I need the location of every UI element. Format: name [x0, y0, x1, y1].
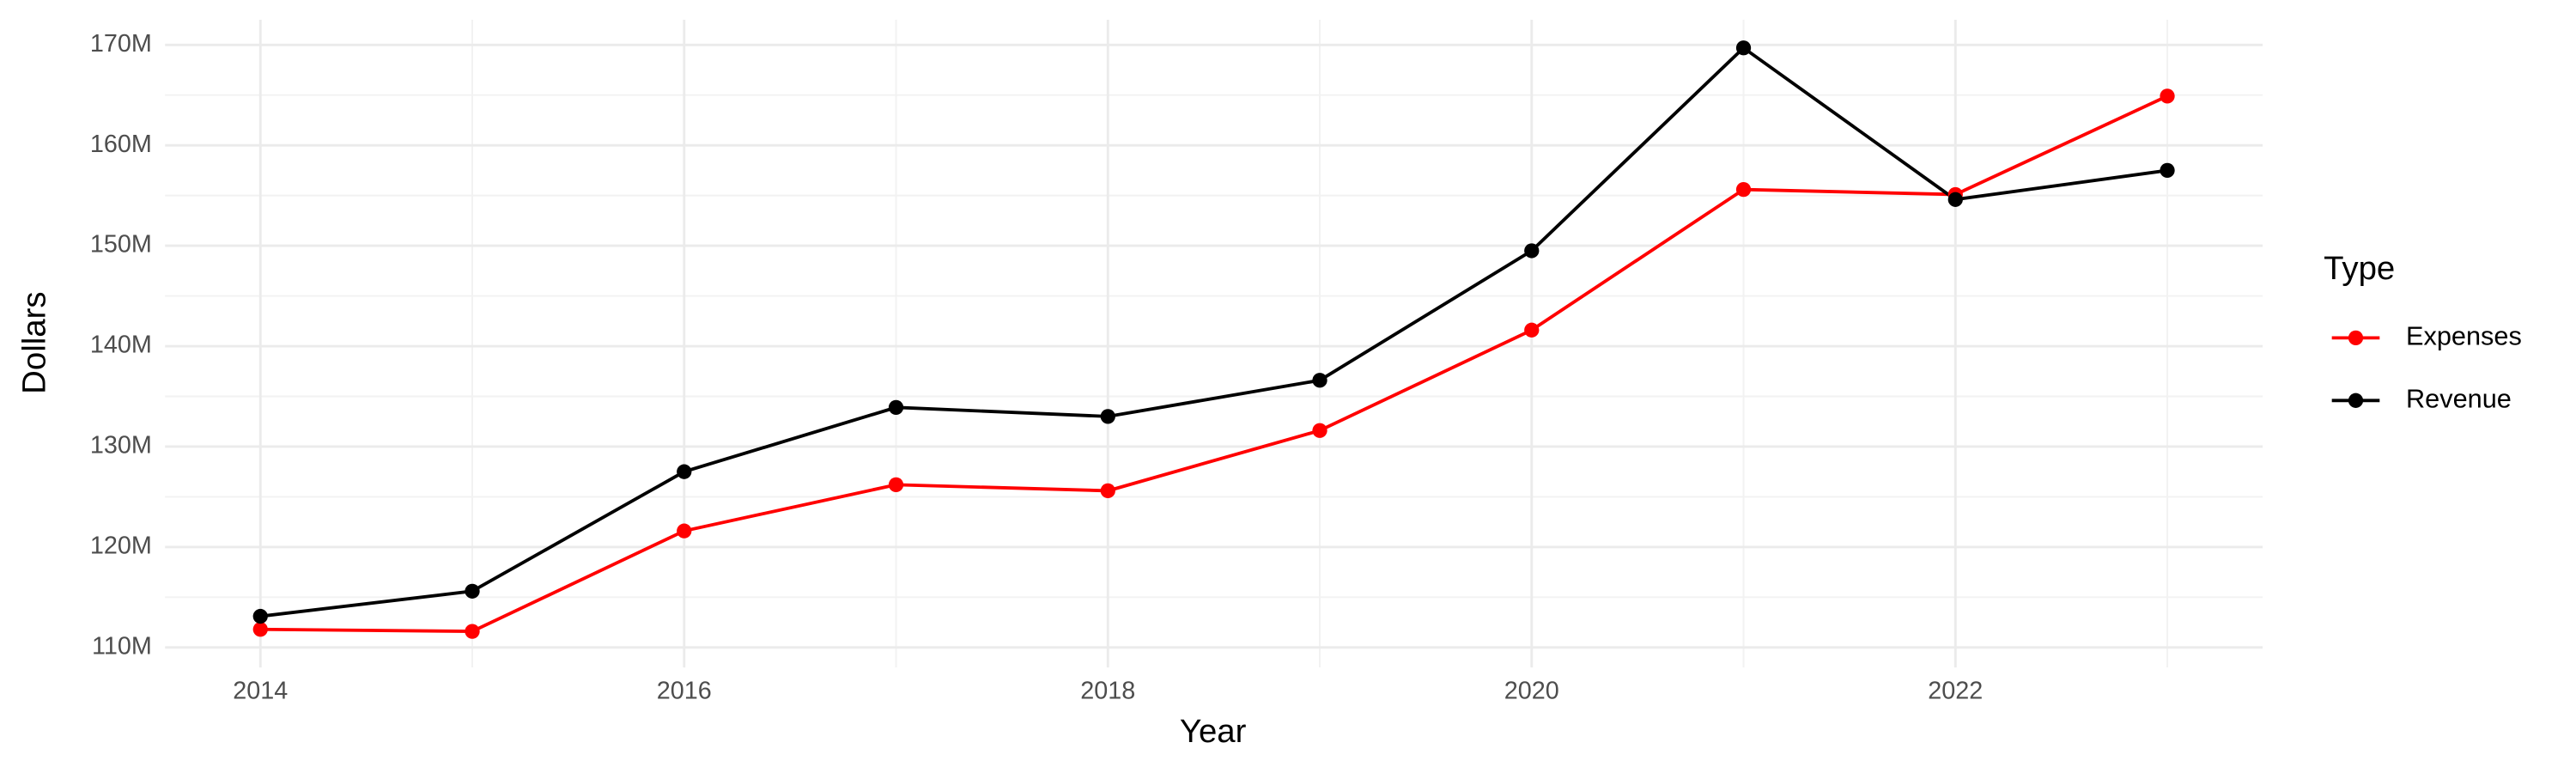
legend: Expenses Revenue	[2331, 320, 2522, 413]
data-point	[677, 523, 692, 539]
data-point	[252, 622, 268, 637]
y-axis-title: Dollars	[16, 291, 53, 393]
y-tick-label: 150M	[90, 231, 152, 259]
x-tick-label: 2020	[1504, 678, 1559, 705]
x-axis-title: Year	[1180, 713, 1247, 750]
data-point	[1100, 483, 1115, 499]
legend-label: Expenses	[2406, 320, 2522, 350]
plot-marks	[252, 40, 2175, 639]
x-tick-label: 2022	[1928, 678, 1983, 705]
y-tick-label: 130M	[90, 432, 152, 460]
data-point	[2160, 162, 2175, 179]
data-point	[1100, 409, 1115, 424]
data-point	[1735, 181, 1752, 198]
data-point	[1312, 373, 1327, 388]
y-tick-label: 120M	[90, 532, 152, 559]
series-line	[260, 94, 2168, 634]
series-line	[260, 46, 2168, 618]
data-point	[1735, 40, 1752, 56]
data-point	[1947, 192, 1963, 207]
data-point	[888, 477, 904, 493]
y-tick-label: 110M	[92, 632, 152, 660]
data-point	[252, 608, 268, 624]
y-tick-label: 140M	[90, 332, 152, 359]
y-tick-label: 160M	[90, 131, 152, 158]
data-point	[465, 624, 480, 639]
x-tick-label: 2016	[657, 678, 712, 705]
x-tick-label: 2018	[1080, 678, 1135, 705]
legend-marker	[2348, 393, 2364, 408]
legend-title: Type	[2324, 250, 2395, 287]
data-point	[2160, 88, 2175, 104]
data-point	[1524, 322, 1540, 338]
legend-marker	[2348, 330, 2364, 346]
data-point	[1524, 243, 1540, 259]
data-point	[1312, 423, 1327, 438]
y-tick-label: 170M	[90, 30, 152, 58]
data-point	[677, 464, 692, 479]
grid	[165, 20, 2263, 668]
legend-label: Revenue	[2406, 383, 2512, 413]
data-point	[465, 583, 480, 599]
x-tick-label: 2014	[233, 678, 288, 705]
data-point	[888, 399, 904, 415]
